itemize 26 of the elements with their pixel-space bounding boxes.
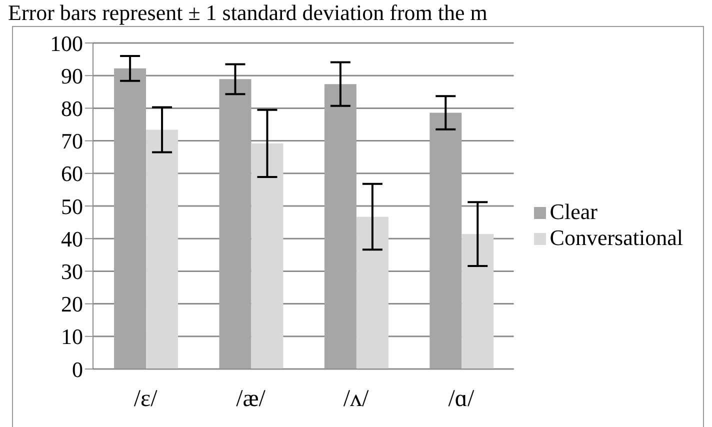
chart-title: Error bars represent ± 1 standard deviation from the m (8, 0, 488, 26)
bar (324, 84, 356, 369)
legend-label: Conversational (550, 224, 683, 250)
x-tick-label: /ʌ/ (343, 386, 369, 412)
bar (462, 234, 494, 369)
y-tick-label: 60 (61, 161, 83, 186)
bar (251, 143, 284, 369)
bar (430, 112, 462, 369)
x-tick-label: /æ/ (236, 386, 266, 412)
y-tick-label: 70 (61, 128, 83, 154)
bar (146, 130, 178, 369)
legend-label: Clear (550, 198, 598, 224)
bar (356, 216, 388, 369)
y-tick-label: 80 (61, 96, 83, 122)
y-tick-label: 100 (50, 30, 83, 56)
x-tick-label: /ε/ (134, 386, 158, 412)
bar (114, 68, 146, 369)
bar (219, 79, 252, 369)
y-tick-label: 90 (61, 63, 83, 88)
y-tick-label: 30 (61, 259, 83, 284)
y-tick-label: 50 (61, 194, 83, 219)
y-tick-label: 0 (72, 356, 83, 382)
y-tick-label: 10 (61, 324, 83, 350)
y-tick-label: 20 (61, 292, 83, 317)
x-tick-label: /ɑ/ (448, 386, 474, 412)
y-tick-label: 40 (61, 226, 83, 252)
